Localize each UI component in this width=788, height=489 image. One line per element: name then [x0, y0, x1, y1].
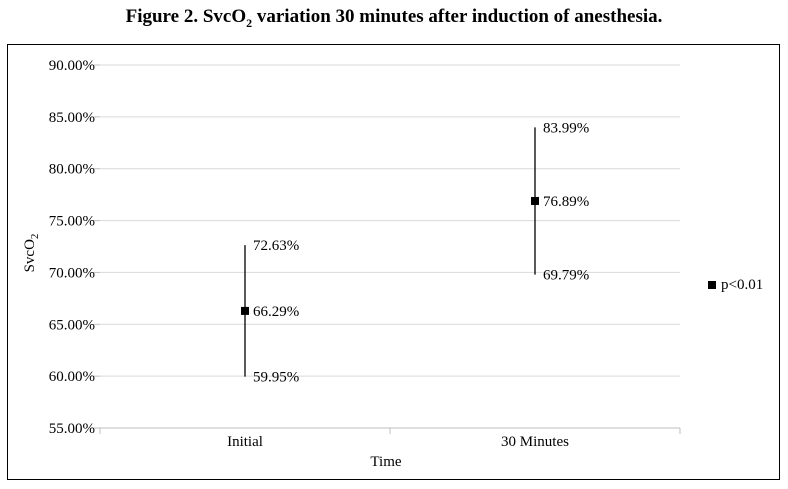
y-tick-label: 90.00%: [49, 58, 95, 74]
x-tick-label: 30 Minutes: [501, 434, 569, 450]
chart-frame: [7, 44, 780, 480]
mean-marker: [241, 306, 249, 315]
y-tick-label: 55.00%: [49, 421, 95, 437]
figure-title: Figure 2. SvcO2 variation 30 minutes aft…: [0, 6, 788, 31]
figure-title-subscript: 2: [246, 15, 253, 30]
y-tick-label: 70.00%: [49, 265, 95, 281]
x-tick-labels: Initial 30 Minutes: [227, 434, 569, 450]
y-tick-labels: 90.00% 85.00% 80.00% 75.00% 70.00% 65.00% 60.0…: [49, 58, 95, 437]
mean-marker: [531, 196, 539, 205]
legend-label: p<0.01: [721, 277, 763, 293]
x-axis-title: Time: [370, 454, 401, 470]
data-labels: 72.63% 66.29% 59.95% 83.99% 76.89% 69.79%: [253, 120, 589, 385]
y-tick-label: 85.00%: [49, 110, 95, 126]
x-tick-label: Initial: [227, 434, 263, 450]
y-tick-label: 65.00%: [49, 317, 95, 333]
mean-value-label: 76.89%: [543, 194, 589, 210]
high-value-label: 72.63%: [253, 238, 299, 254]
figure-title-prefix: Figure 2. SvcO: [125, 6, 247, 27]
mean-value-label: 66.29%: [253, 304, 299, 320]
y-axis-title-sub: 2: [29, 234, 41, 240]
y-tick-label: 60.00%: [49, 369, 95, 385]
gridlines: [100, 64, 680, 377]
axes: [94, 64, 681, 434]
y-tick-label: 80.00%: [49, 162, 95, 178]
figure-title-suffix: variation 30 minutes after induction of …: [252, 6, 663, 27]
high-value-label: 83.99%: [543, 120, 589, 136]
data-marks: [241, 127, 539, 377]
low-value-label: 69.79%: [543, 268, 589, 284]
y-axis-title: SvcO2: [22, 234, 41, 273]
y-tick-label: 75.00%: [49, 214, 95, 230]
legend: p<0.01: [708, 277, 763, 293]
low-value-label: 59.95%: [253, 370, 299, 386]
legend-marker: [708, 281, 716, 289]
y-axis-title-main: SvcO: [22, 239, 38, 273]
